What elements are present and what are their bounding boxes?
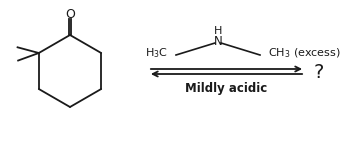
Text: H: H — [214, 26, 222, 36]
Text: ?: ? — [314, 62, 325, 82]
Text: O: O — [65, 7, 75, 21]
Text: N: N — [213, 34, 223, 47]
Text: Mildly acidic: Mildly acidic — [185, 82, 268, 95]
Text: CH$_3$ (excess): CH$_3$ (excess) — [268, 46, 341, 60]
Text: H$_3$C: H$_3$C — [145, 46, 168, 60]
